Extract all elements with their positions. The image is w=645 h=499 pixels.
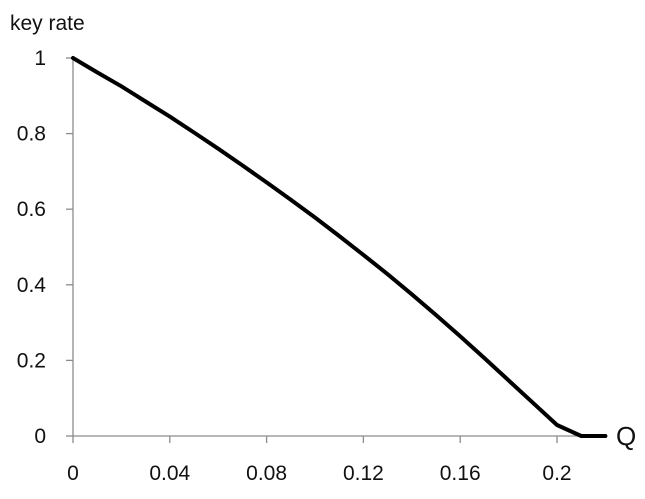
y-tick-label: 0.2 xyxy=(17,349,46,372)
y-tick-label: 0.6 xyxy=(17,198,46,221)
y-tick-label: 0 xyxy=(34,425,46,448)
x-tick-label: 0.16 xyxy=(440,462,481,485)
axis-ticks xyxy=(66,57,558,443)
axes xyxy=(72,58,602,437)
x-tick-label: 0.12 xyxy=(343,462,384,485)
x-tick-label: 0.08 xyxy=(246,462,287,485)
y-tick-label: 0.4 xyxy=(17,274,47,297)
y-tick-label: 1 xyxy=(34,47,46,70)
x-axis-label: Q xyxy=(616,421,636,451)
series-line xyxy=(71,56,608,438)
y-axis-label: key rate xyxy=(10,12,85,35)
tick-labels: 0 0.04 0.08 0.12 0.16 0.2 0 0.2 0.4 0.6 0.8 1 xyxy=(17,47,572,485)
x-tick-label: 0 xyxy=(67,462,79,485)
y-tick-label: 0.8 xyxy=(17,123,46,146)
x-tick-label: 0.2 xyxy=(542,462,571,485)
x-tick-label: 0.04 xyxy=(149,462,190,485)
